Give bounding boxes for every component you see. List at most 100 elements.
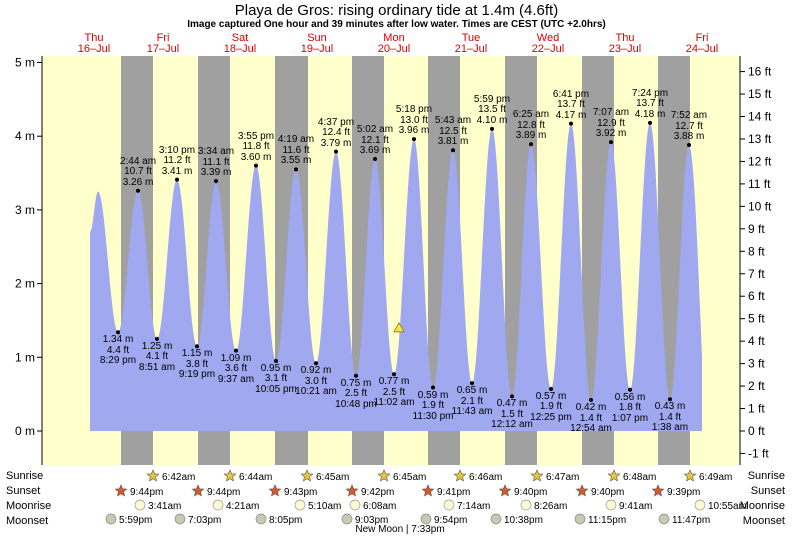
sunset-icon [268, 484, 282, 497]
tide-point-low [431, 385, 435, 390]
moonrise-icon [294, 499, 306, 511]
y-tick-label-ft: -1 ft [748, 446, 769, 460]
tide-point-low [195, 344, 199, 349]
sunrise-icon [530, 469, 544, 482]
high-tide-label: 5:02 am 12.1 ft 3.69 m [345, 125, 405, 157]
day-header-date: 16–Jul [78, 43, 110, 55]
high-tide-label: 6:41 pm 13.7 ft 4.17 m [541, 89, 601, 122]
tide-point-high [529, 142, 533, 147]
tide-label-line: 9:37 am [217, 373, 255, 385]
moonset-time: 11:47pm [672, 515, 710, 526]
low-tide-label: 1.34 m 4.4 ft 8:29 pm [88, 335, 148, 367]
moonset-label-left: Moonset [6, 515, 49, 527]
tide-label-line: 3:34 am [197, 146, 235, 158]
moonset-icon [420, 513, 432, 525]
tide-point-high [136, 188, 140, 193]
tide-label-line: 8:29 pm [99, 355, 137, 367]
tide-label-line: 1.25 m [141, 340, 173, 352]
sunset-time: 9:44pm [130, 487, 163, 498]
tide-label-line: 5:59 pm [473, 93, 511, 105]
sunrise-time: 6:49am [699, 472, 732, 483]
tide-point-low [314, 361, 318, 366]
tide-label-line: 3:55 pm [237, 130, 275, 142]
tide-label-line: 13.7 ft [636, 98, 664, 110]
tide-point-high [451, 148, 455, 153]
sunset-time: 9:43pm [284, 487, 317, 498]
sunset-icon [114, 484, 128, 497]
y-tick-label-ft: 0 ft [748, 424, 765, 438]
moonset-label-right: Moonset [742, 515, 785, 527]
tide-point-high [334, 149, 338, 154]
high-tide-label: 3:34 am 11.1 ft 3.39 m [186, 147, 246, 179]
tide-label-line: 0.57 m [535, 390, 567, 402]
tide-point-low [628, 387, 632, 392]
tide-water-area [90, 122, 702, 432]
day-header-name: Fri [696, 32, 709, 44]
moonset-time: 11:15pm [588, 515, 626, 526]
y-tick-label-ft: 14 ft [748, 110, 772, 124]
y-tick-label-ft: 4 ft [748, 334, 765, 348]
tide-point-low [510, 394, 514, 399]
tide-label-line: 1.8 ft [618, 402, 642, 414]
sunrise-time: 6:48am [623, 472, 656, 483]
sunset-time: 9:40pm [591, 487, 624, 498]
day-header-date: 23–Jul [609, 43, 641, 55]
tide-label-line: 3.8 ft [185, 358, 209, 370]
moonrise-time: 10:55am [708, 501, 747, 512]
moonrise-time: 9:41am [619, 501, 652, 512]
tide-label-line: 3.89 m [515, 130, 547, 142]
tide-point-high [294, 167, 298, 172]
tide-label-line: 10:05 pm [255, 383, 297, 395]
day-header-name: Fri [157, 32, 170, 44]
sunrise-icon [683, 469, 697, 482]
low-tide-label: 0.43 m 1.4 ft 1:38 am [640, 402, 700, 434]
day-headers: Thu16–JulFri17–JulSat18–JulSun19–JulMon2… [78, 32, 718, 55]
tide-label-line: 1.15 m [181, 348, 213, 360]
tide-label-line: 3:10 pm [158, 144, 196, 156]
tide-point-low [274, 358, 278, 363]
y-tick-label-ft: 2 ft [748, 379, 765, 393]
tide-label-line: 2:44 am [119, 155, 157, 167]
day-header-name: Thu [616, 32, 635, 44]
sunrise-icon [146, 469, 160, 482]
tide-label-line: 1.5 ft [500, 408, 524, 420]
moonset-icon [174, 513, 186, 525]
moonrise-icon [349, 499, 361, 511]
day-header-date: 19–Jul [301, 43, 333, 55]
moonrise-icon [694, 499, 706, 511]
tide-label-line: 3.81 m [437, 136, 469, 148]
tide-label-line: 12.8 ft [517, 119, 545, 131]
tide-point-low [549, 386, 553, 391]
tide-label-line: 3.96 m [398, 125, 430, 137]
moonrise-icon [443, 499, 455, 511]
sunset-icon [345, 484, 359, 497]
day-header-name: Sun [307, 32, 327, 44]
tide-label-line: 3.60 m [240, 151, 272, 163]
tide-point-low [354, 373, 358, 378]
current-level-marker [393, 321, 405, 333]
tide-label-line: 6:25 am [512, 109, 550, 121]
sunset-label-right: Sunset [750, 485, 785, 497]
moonset-icon [341, 513, 353, 525]
tide-label-line: 12:12 am [491, 419, 533, 431]
sunset-label-left: Sunset [6, 485, 41, 497]
tide-label-line: 3.92 m [595, 128, 627, 140]
moon-phase: New Moon | 7:33pm [355, 524, 445, 535]
tide-point-high [254, 163, 258, 168]
moonrise-label-right: Moonrise [739, 500, 785, 512]
tide-label-line: 13.0 ft [400, 114, 428, 126]
high-tide-label: 3:55 pm 11.8 ft 3.60 m [226, 130, 286, 164]
sunrise-time: 6:45am [393, 472, 426, 483]
tide-label-line: 3.55 m [280, 155, 312, 167]
tide-label-line: 10.7 ft [124, 166, 152, 178]
tide-label-line: 12.4 ft [322, 127, 350, 139]
tide-label-line: 9:19 pm [178, 369, 216, 381]
high-tide-label: 5:59 pm 13.5 ft 4.10 m [462, 93, 522, 127]
tide-label-line: 10:48 pm [335, 398, 377, 410]
tide-label-line: 4.18 m [634, 108, 666, 120]
low-tide-label: 0.77 m 2.5 ft 11:02 am [364, 377, 424, 409]
high-tide-label: 5:18 pm 13.0 ft 3.96 m [384, 105, 444, 137]
sunset-time: 9:40pm [514, 487, 547, 498]
tide-label-line: 0.43 m [654, 401, 686, 413]
y-tick-label-m: 4 m [15, 129, 35, 143]
